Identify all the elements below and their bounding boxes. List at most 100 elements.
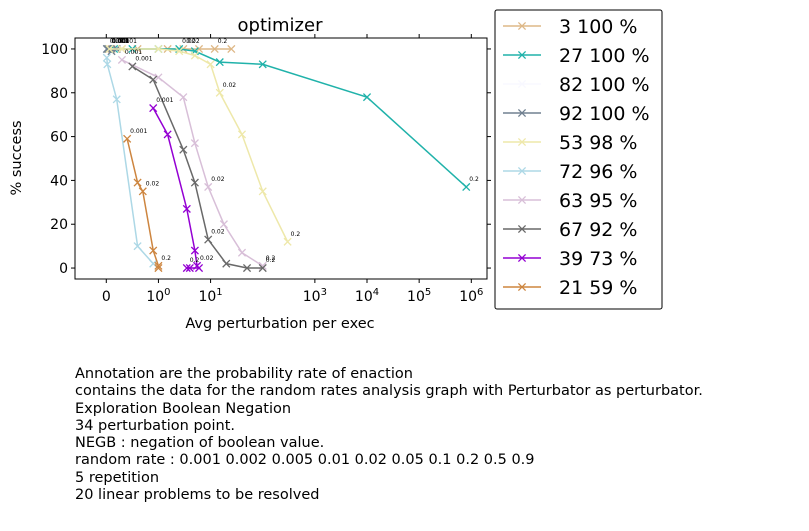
y-tick-label: 80	[50, 86, 68, 102]
data-point	[149, 104, 158, 113]
data-point	[149, 246, 158, 255]
data-label: 0.2	[161, 255, 171, 262]
legend-marker	[517, 21, 527, 31]
legend-entry: 67 92 %	[503, 219, 638, 241]
data-point	[103, 60, 112, 69]
legend-entry: 21 59 %	[503, 277, 638, 299]
data-label: 0.2	[266, 257, 276, 264]
data-label: 0.02	[186, 38, 200, 45]
data-point	[138, 187, 147, 196]
series-line	[121, 59, 264, 267]
series-line	[131, 65, 263, 269]
data-point	[258, 263, 267, 273]
series: 0.001 0.02 0.2	[128, 55, 276, 273]
legend-entry: 39 73 %	[503, 248, 638, 270]
data-point	[154, 263, 163, 273]
data-point	[175, 47, 184, 56]
data-point	[103, 44, 112, 54]
data-point	[204, 182, 213, 192]
legend-marker	[517, 282, 527, 292]
legend-entry: 63 95 %	[503, 190, 638, 212]
data-label: 0.001	[111, 38, 128, 45]
legend-label: 67 92 %	[559, 219, 638, 241]
x-tick-label: 101	[198, 287, 222, 305]
data-point	[190, 246, 199, 255]
y-tick-label: 100	[41, 42, 68, 58]
data-point	[215, 58, 224, 67]
y-tick-label: 20	[50, 217, 68, 233]
data-point	[237, 248, 247, 257]
data-point	[123, 134, 132, 143]
y-tick-label: 60	[50, 130, 68, 146]
data-label: 0.2	[291, 231, 301, 238]
data-label: 0.001	[135, 55, 152, 62]
legend-marker	[517, 166, 527, 176]
caption-line: NEGB : negation of boolean value.	[75, 435, 325, 452]
data-label: 0.001	[130, 128, 147, 135]
legend-label: 21 59 %	[559, 277, 638, 299]
y-axis-label: % success	[9, 120, 25, 195]
legend-entry: 82 100 %	[503, 74, 650, 96]
data-point	[112, 95, 121, 104]
caption-line: 20 linear problems to be resolved	[75, 487, 320, 504]
caption-line: contains the data for the random rates a…	[75, 383, 703, 400]
caption: Annotation are the probability rate of e…	[75, 366, 805, 504]
data-point	[258, 187, 267, 196]
y-tick-label: 40	[50, 173, 68, 189]
x-tick-label: 100	[146, 287, 170, 305]
data-label: 0.02	[223, 82, 237, 89]
data-label: 0.02	[211, 176, 225, 183]
data-point	[190, 178, 199, 187]
legend-entry: 27 100 %	[503, 45, 650, 67]
series: 0.001 0.02 0.2	[117, 49, 276, 270]
data-point	[105, 44, 114, 54]
data-label: 0.001	[120, 38, 137, 45]
data-point	[190, 51, 199, 60]
legend-entry: 3 100 %	[503, 16, 638, 38]
legend-label: 82 100 %	[559, 74, 650, 96]
legend-marker	[517, 79, 527, 89]
chart: optimizer 0 20 40 60 80 100 0 100 101 103 104 105 10…	[9, 9, 663, 332]
data-point	[102, 53, 111, 62]
legend-label: 27 100 %	[559, 45, 650, 67]
legend-marker	[517, 253, 527, 263]
data-point	[222, 259, 231, 268]
legend-marker	[517, 50, 527, 60]
data-label: 0.001	[112, 38, 129, 45]
legend-label: 39 73 %	[559, 248, 638, 270]
series-line	[109, 48, 289, 243]
data-point	[210, 44, 219, 54]
data-point	[128, 62, 137, 71]
legend-label: 92 100 %	[559, 103, 650, 125]
data-label: 0.02	[182, 38, 196, 45]
data-point	[185, 263, 194, 273]
plot-area: 0 20 40 60 80 100 0 100 101 103 104 105 106 0.001 0.02…	[41, 34, 491, 305]
data-point	[219, 220, 228, 229]
legend-label: 63 95 %	[559, 190, 638, 212]
data-point	[182, 263, 191, 273]
data-point	[133, 178, 142, 187]
legend-entry: 92 100 %	[503, 103, 650, 125]
data-label: 0.001	[125, 49, 142, 56]
data-label: 0.02	[211, 229, 225, 236]
data-point	[163, 130, 172, 139]
caption-line: 5 repetition	[75, 469, 160, 486]
data-label: 0.001	[110, 38, 127, 45]
legend-label: 53 98 %	[559, 132, 638, 154]
data-point	[154, 44, 163, 54]
series: 0.001 0.02 0.2	[105, 38, 301, 246]
legend-entry: 72 96 %	[503, 161, 638, 183]
data-point	[194, 263, 204, 273]
x-tick-label: 103	[303, 287, 327, 305]
series-line	[152, 107, 201, 269]
data-label: 0.2	[266, 255, 276, 262]
data-point	[190, 139, 199, 148]
data-point	[237, 130, 247, 139]
chart-title: optimizer	[238, 15, 324, 36]
x-tick-label: 106	[459, 287, 483, 305]
x-tick-label: 104	[355, 287, 379, 305]
data-label: 0.001	[112, 38, 129, 45]
data-point	[204, 235, 213, 244]
